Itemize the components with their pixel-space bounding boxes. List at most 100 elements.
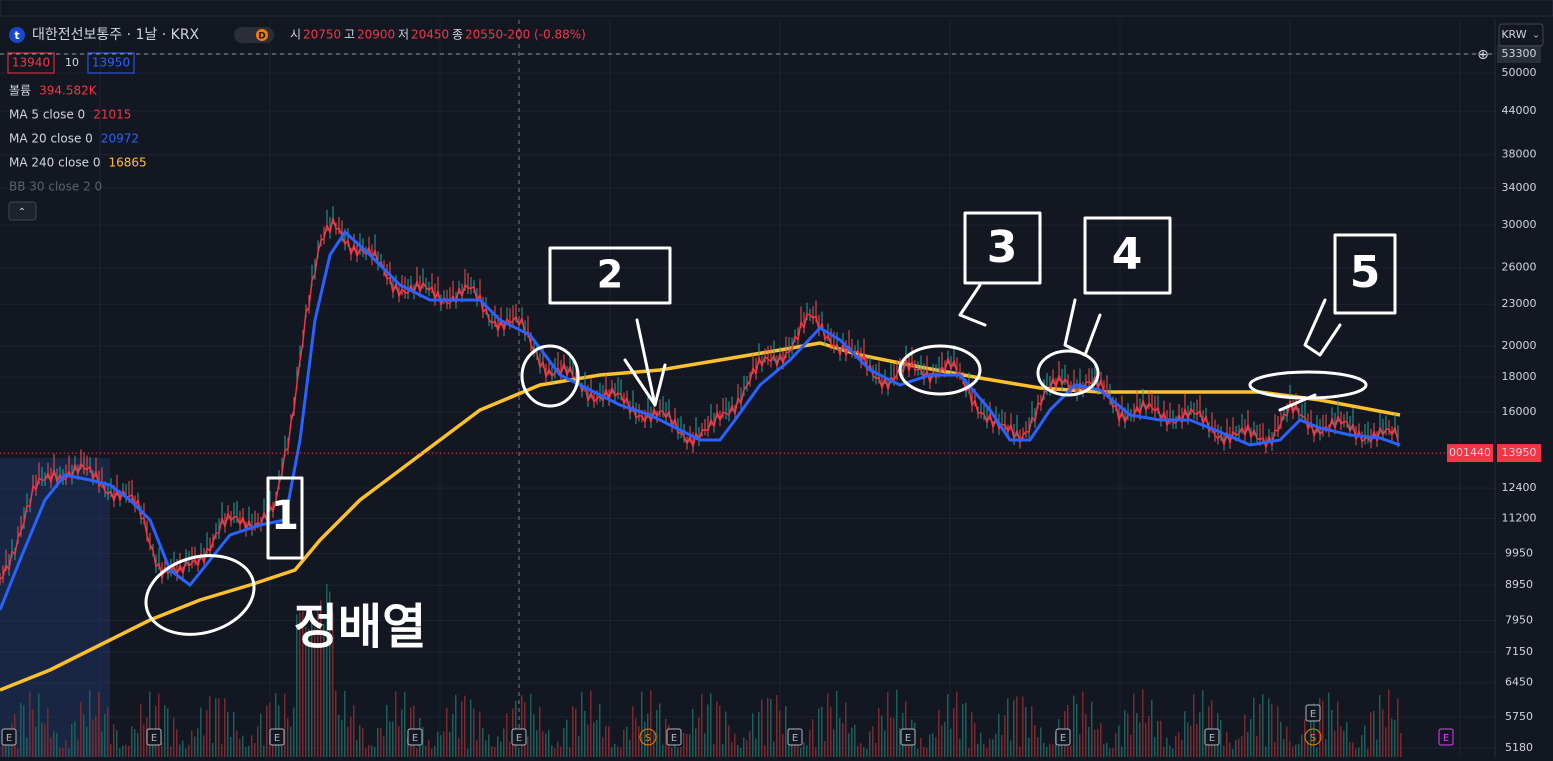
volume-bar: [938, 709, 940, 757]
volume-bar: [470, 699, 472, 757]
volume-bar: [20, 703, 22, 757]
sell-btn[interactable]: [7, 52, 55, 74]
volume-bar: [1325, 739, 1327, 757]
legend-name: MA 240 close 0: [9, 156, 100, 170]
event-label[interactable]: E: [1310, 709, 1316, 720]
currency-btn[interactable]: [1498, 23, 1544, 47]
volume-bar: [1289, 741, 1291, 757]
sell[interactable]: 13940: [12, 56, 50, 70]
collapse-btn[interactable]: [8, 201, 37, 221]
volume-bar: [371, 745, 373, 757]
volume-bar: [488, 734, 490, 757]
volume-bar: [116, 730, 118, 757]
event-label[interactable]: E: [412, 733, 418, 744]
volume-bar: [221, 743, 223, 757]
event-marker: [666, 728, 682, 746]
volume-bar: [557, 741, 559, 757]
event-label[interactable]: E: [1209, 733, 1215, 744]
event-marker: [146, 728, 162, 746]
volume-bar: [257, 725, 259, 757]
event-label[interactable]: E: [792, 733, 798, 744]
buy[interactable]: 13950: [92, 56, 130, 70]
volume-bar: [362, 728, 364, 757]
volume-bar: [650, 690, 652, 757]
volume-bar: [344, 691, 346, 757]
volume-bar: [272, 742, 274, 757]
event-label[interactable]: E: [516, 733, 522, 744]
volume-bar: [647, 713, 649, 757]
volume-bar: [1109, 748, 1111, 757]
event-label[interactable]: S: [645, 733, 651, 744]
volume-bar: [86, 726, 88, 757]
volume-bar: [974, 722, 976, 757]
event-label[interactable]: E: [151, 733, 157, 744]
volume-bar: [665, 718, 667, 757]
volume-bar: [755, 738, 757, 757]
volume-bar: [518, 747, 520, 757]
volume-bar: [179, 744, 181, 757]
volume-bar: [1160, 720, 1162, 757]
volume-bar: [1175, 735, 1177, 757]
legend-name: 볼륨: [9, 84, 31, 98]
volume-bar: [1103, 743, 1105, 757]
volume-bar: [623, 729, 625, 757]
volume-bar: [1052, 744, 1054, 757]
volume-bar: [1100, 723, 1102, 757]
volume-bar: [545, 733, 547, 757]
legend-value: 16865: [108, 156, 146, 170]
volume-bar: [983, 743, 985, 757]
volume-bar: [125, 744, 127, 757]
add-icon[interactable]: ⊕: [1477, 47, 1489, 63]
dropdown-icon[interactable]: ⌄: [1532, 31, 1540, 41]
buy-btn[interactable]: [87, 52, 135, 74]
volume-bar: [1019, 746, 1021, 757]
volume-bar: [1031, 706, 1033, 757]
volume-bar: [752, 713, 754, 757]
volume-bar: [1316, 747, 1318, 757]
event-label[interactable]: E: [1060, 733, 1066, 744]
volume-bar: [308, 628, 310, 757]
volume-bar: [779, 710, 781, 757]
volume-bar: [632, 706, 634, 757]
grid: [0, 20, 1495, 757]
volume-bar: [458, 738, 460, 757]
volume-bar: [662, 744, 664, 757]
volume-bar: [41, 722, 43, 757]
volume-bar: [1043, 742, 1045, 757]
volume-bar: [1181, 740, 1183, 757]
volume-bar: [332, 611, 334, 757]
event-label[interactable]: E: [671, 733, 677, 744]
volume-bar: [824, 740, 826, 757]
symbol[interactable]: 대한전선보통주 · 1날 · KRX: [32, 27, 200, 43]
event-label[interactable]: S: [1310, 733, 1316, 744]
volume-bar: [245, 747, 247, 757]
volume-bar: [188, 744, 190, 757]
volume-bar: [98, 691, 100, 757]
volume-bar: [1229, 742, 1231, 757]
volume-bar: [359, 725, 361, 757]
volume-bar: [215, 698, 217, 757]
collapse-icon[interactable]: ⌃: [18, 207, 26, 218]
event-label[interactable]: E: [1443, 733, 1449, 744]
change: -200 (-0.88%): [503, 28, 586, 42]
volume-bar: [692, 708, 694, 757]
price-tag: [1497, 444, 1541, 463]
volume-bar: [1151, 699, 1153, 757]
legend-value: 394.582K: [39, 84, 98, 98]
volume-bar: [383, 736, 385, 757]
event-label[interactable]: E: [6, 733, 12, 744]
volume-bar: [1361, 735, 1363, 757]
volume-bar: [1337, 701, 1339, 757]
volume-bar: [815, 747, 817, 757]
volume-bar: [1049, 743, 1051, 757]
event-marker: [511, 728, 527, 746]
event-label[interactable]: E: [274, 733, 280, 744]
ohlc-value: 20550: [465, 28, 503, 42]
volume-bar: [1214, 745, 1216, 757]
event-label[interactable]: E: [905, 733, 911, 744]
volume-bar: [17, 748, 19, 757]
currency[interactable]: KRW: [1501, 28, 1526, 41]
selection-range: [0, 458, 110, 757]
volume-bar: [1319, 697, 1321, 757]
legend-name: MA 20 close 0: [9, 132, 93, 146]
